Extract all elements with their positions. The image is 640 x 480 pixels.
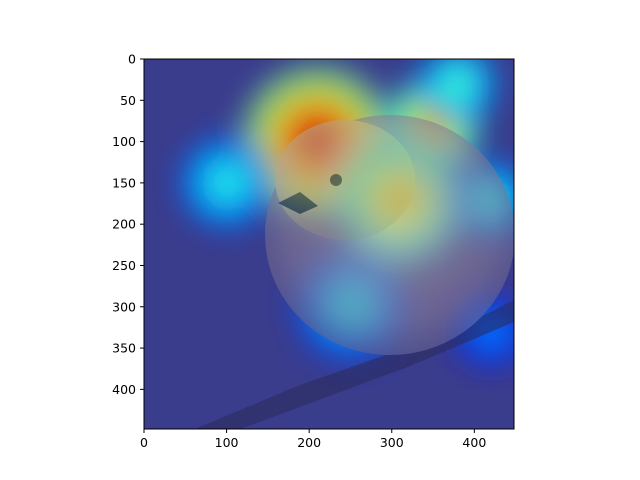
y-tick-label: 200 xyxy=(112,217,136,232)
y-tick-label: 50 xyxy=(120,93,136,108)
y-axis: 0 50 100 150 200 250 300 350 400 xyxy=(112,52,144,397)
x-tick-label: 0 xyxy=(140,435,148,450)
x-axis: 0 100 200 300 400 xyxy=(140,429,486,450)
y-tick-label: 350 xyxy=(112,341,136,356)
bird-beak-shape xyxy=(278,192,318,214)
x-tick-label: 200 xyxy=(297,435,321,450)
heat-blob-3-level-4 xyxy=(216,172,237,193)
plot-frame xyxy=(143,58,515,430)
y-tick-label: 400 xyxy=(112,382,136,397)
y-tick-label: 0 xyxy=(128,52,136,67)
x-tick-label: 300 xyxy=(380,435,404,450)
heat-blob-7-level-4 xyxy=(449,75,467,93)
bird-eye-shape xyxy=(330,174,342,186)
y-tick-label: 250 xyxy=(112,258,136,273)
y-tick-label: 100 xyxy=(112,134,136,149)
x-tick-label: 400 xyxy=(462,435,486,450)
branch-shape xyxy=(195,300,514,429)
y-tick-label: 300 xyxy=(112,299,136,314)
plot-area xyxy=(144,59,514,429)
x-tick-label: 100 xyxy=(215,435,239,450)
bird-head-shape xyxy=(275,120,415,240)
bird-illustration xyxy=(195,115,514,429)
y-tick-label: 150 xyxy=(112,175,136,190)
